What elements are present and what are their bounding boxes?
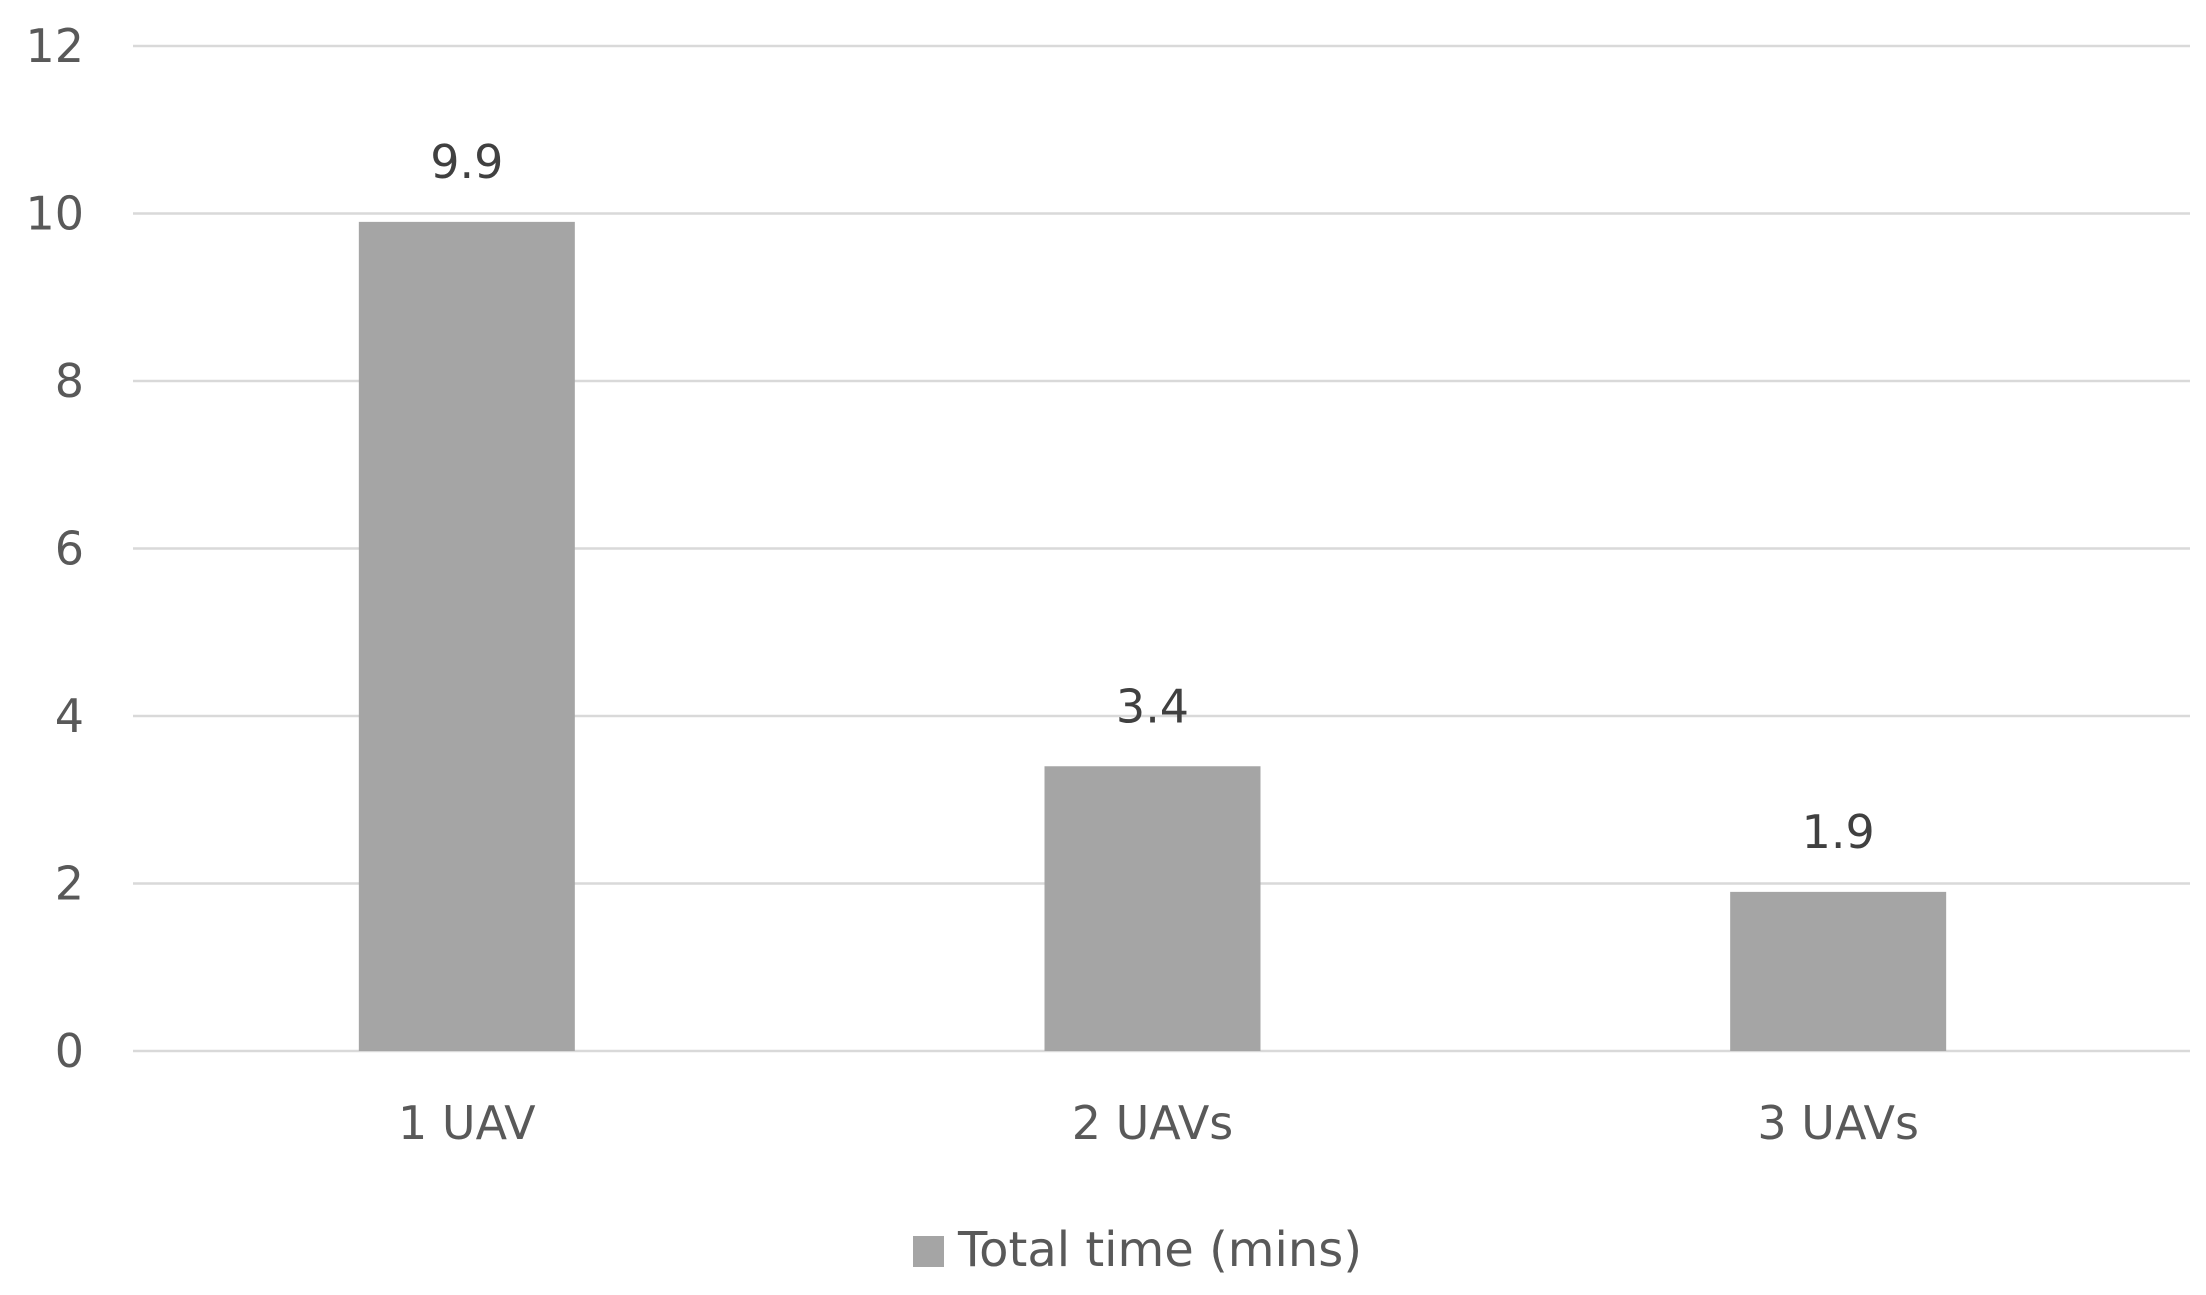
x-axis-category-labels: 1 UAV 2 UAVs 3 UAVs [398,1096,1919,1150]
y-tick-label: 4 [55,689,84,743]
y-tick-label: 0 [55,1024,84,1078]
x-tick-label: 2 UAVs [1072,1096,1234,1150]
y-tick-label: 12 [25,19,84,73]
bar-series [358,221,1947,1051]
data-label: 3.4 [1116,679,1189,733]
bar [358,221,575,1051]
legend-label: Total time (mins) [957,1222,1362,1278]
data-label: 9.9 [430,135,503,189]
legend-swatch [913,1236,944,1267]
bar [1730,891,1947,1051]
legend: Total time (mins) [913,1222,1362,1278]
data-label: 1.9 [1802,805,1875,859]
y-tick-label: 2 [55,857,84,911]
y-tick-label: 8 [55,354,84,408]
bar [1044,766,1261,1051]
x-tick-label: 3 UAVs [1757,1096,1919,1150]
data-labels: 9.9 3.4 1.9 [430,135,1874,859]
y-axis-tick-labels: 0 2 4 6 8 10 12 [25,19,84,1078]
x-tick-label: 1 UAV [398,1096,536,1150]
y-tick-label: 10 [25,187,84,241]
y-tick-label: 6 [55,522,84,576]
